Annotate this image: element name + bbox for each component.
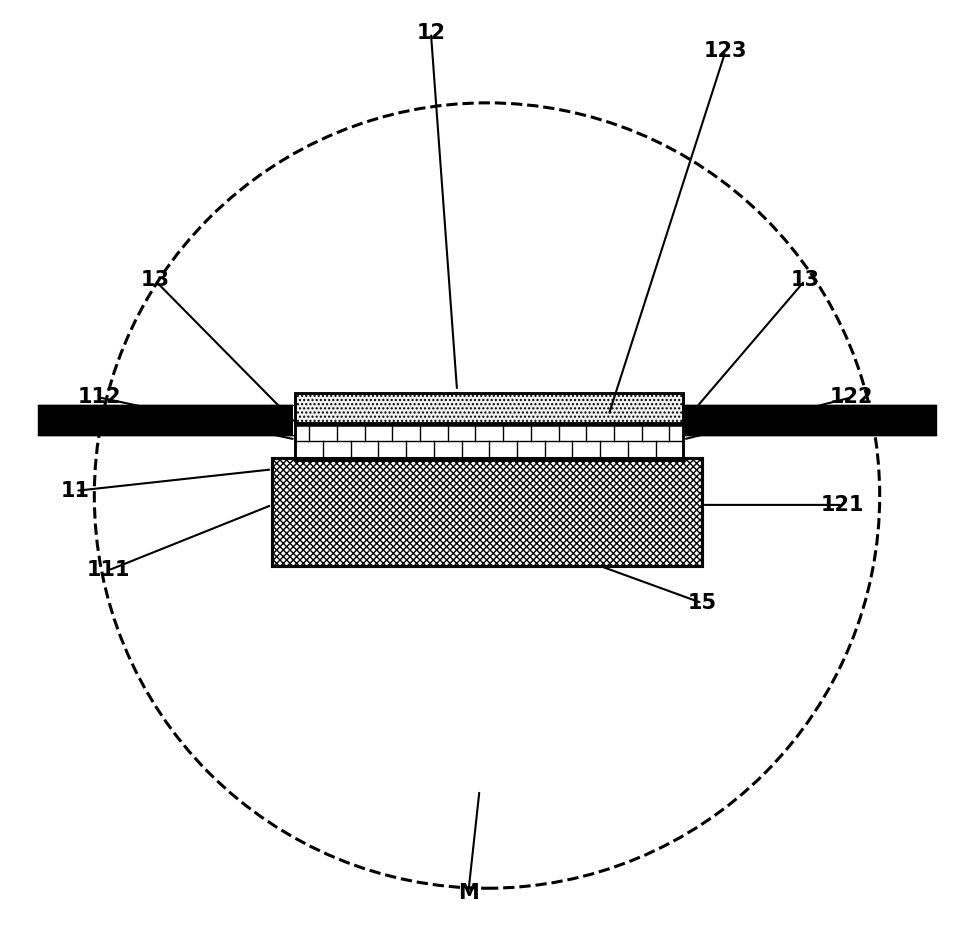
Bar xyxy=(272,458,702,566)
Bar xyxy=(295,423,684,460)
Text: M: M xyxy=(458,883,478,903)
Text: 111: 111 xyxy=(87,560,131,581)
Bar xyxy=(295,393,684,425)
Text: 12: 12 xyxy=(417,22,445,43)
Bar xyxy=(38,405,295,435)
Bar xyxy=(295,393,684,425)
Bar xyxy=(684,405,936,435)
Text: 112: 112 xyxy=(77,387,121,408)
Text: 121: 121 xyxy=(820,495,864,515)
Text: 15: 15 xyxy=(688,593,717,613)
Text: 13: 13 xyxy=(790,270,819,291)
Text: 122: 122 xyxy=(830,387,874,408)
Bar xyxy=(295,423,684,460)
Bar xyxy=(272,458,702,566)
Text: 13: 13 xyxy=(140,270,169,291)
Text: 11: 11 xyxy=(61,481,91,501)
Bar xyxy=(293,404,686,436)
Text: 123: 123 xyxy=(703,41,747,62)
